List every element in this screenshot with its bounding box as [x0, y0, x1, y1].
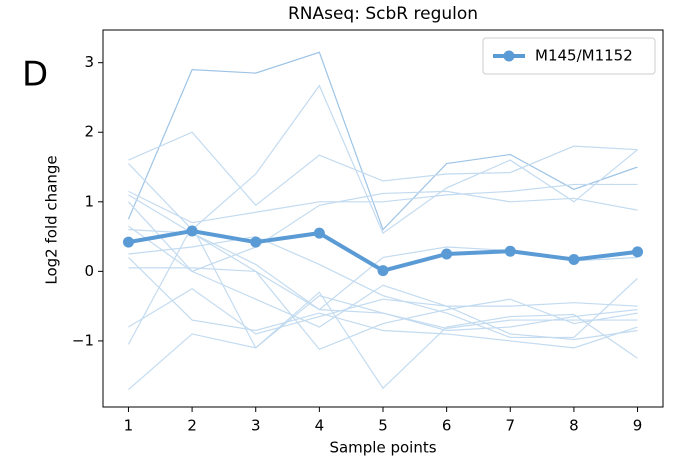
marker: [122, 236, 134, 248]
x-tick-label: 6: [442, 417, 452, 435]
marker: [186, 225, 198, 237]
marker: [377, 265, 389, 277]
marker: [313, 227, 325, 239]
x-tick-label: 3: [251, 417, 261, 435]
background-line: [128, 291, 638, 391]
x-tick-label: 7: [505, 417, 515, 435]
chart-title: RNAseq: ScbR regulon: [288, 4, 478, 24]
marker: [250, 236, 262, 248]
x-tick-label: 1: [124, 417, 134, 435]
background-line: [128, 131, 638, 207]
marker: [504, 245, 516, 257]
background-line: [128, 257, 638, 349]
x-tick-label: 2: [187, 417, 197, 435]
background-line: [128, 84, 638, 235]
x-tick-label: 5: [378, 417, 388, 435]
y-axis-label: Log2 fold change: [43, 155, 61, 284]
marker: [632, 246, 644, 258]
x-axis-label: Sample points: [329, 439, 436, 457]
y-tick-label: −1: [72, 331, 94, 349]
x-tick-label: 8: [569, 417, 579, 435]
y-tick-label: 0: [84, 262, 94, 280]
background-line: [128, 194, 638, 350]
plot-frame: [102, 29, 664, 408]
background-line: [127, 224, 638, 349]
background-line: [128, 183, 638, 224]
background-line: [128, 225, 638, 341]
x-tick-label: 9: [633, 417, 643, 435]
background-line: [128, 190, 638, 273]
marker: [568, 254, 580, 266]
panel-label: D: [22, 55, 48, 95]
legend-marker: [503, 50, 515, 62]
marker: [441, 248, 453, 260]
y-tick-label: 1: [84, 192, 94, 210]
y-tick-label: 2: [84, 123, 94, 141]
legend-label: M145/M1152: [535, 47, 633, 65]
background-line: [128, 288, 638, 335]
legend-box: [482, 37, 656, 75]
y-tick-label: 3: [84, 53, 94, 71]
x-tick-label: 4: [315, 417, 325, 435]
background-line: [127, 51, 638, 231]
